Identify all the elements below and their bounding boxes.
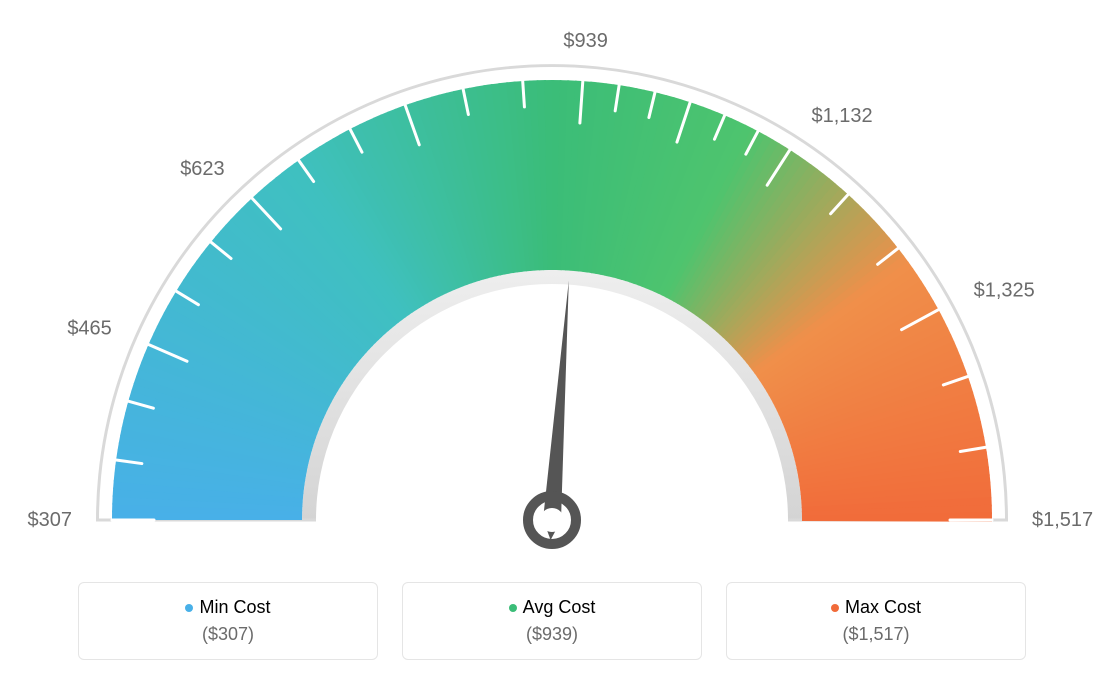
legend-label-max: Max Cost: [845, 597, 921, 617]
legend-value-avg: ($939): [423, 624, 681, 645]
legend-card-avg: Avg Cost ($939): [402, 582, 702, 660]
gauge-tick-label: $939: [563, 30, 608, 52]
legend-value-max: ($1,517): [747, 624, 1005, 645]
legend-title-avg: Avg Cost: [423, 597, 681, 618]
legend-label-min: Min Cost: [199, 597, 270, 617]
gauge-chart: $307 $465 $623 $939 $1,132 $1,325 $1,517: [0, 0, 1104, 560]
legend-card-max: Max Cost ($1,517): [726, 582, 1026, 660]
gauge-tick-label: $465: [67, 318, 112, 340]
gauge-svg: $307 $465 $623 $939 $1,132 $1,325 $1,517: [0, 20, 1104, 580]
chart-container: $307 $465 $623 $939 $1,132 $1,325 $1,517 Min C…: [0, 0, 1104, 690]
legend-title-min: Min Cost: [99, 597, 357, 618]
gauge-tick-label: $1,517: [1032, 509, 1093, 531]
legend-dot-max: [831, 604, 839, 612]
legend-card-min: Min Cost ($307): [78, 582, 378, 660]
legend-dot-avg: [509, 604, 517, 612]
legend-value-min: ($307): [99, 624, 357, 645]
legend-dot-min: [185, 604, 193, 612]
legend-row: Min Cost ($307) Avg Cost ($939) Max Cost…: [0, 582, 1104, 660]
legend-label-avg: Avg Cost: [523, 597, 596, 617]
gauge-tick-label: $623: [180, 158, 225, 180]
legend-title-max: Max Cost: [747, 597, 1005, 618]
gauge-tick-label: $307: [28, 509, 73, 531]
gauge-tick-label: $1,132: [812, 105, 873, 127]
gauge-tick-label: $1,325: [974, 280, 1035, 302]
gauge-hub-inner: [540, 508, 564, 532]
